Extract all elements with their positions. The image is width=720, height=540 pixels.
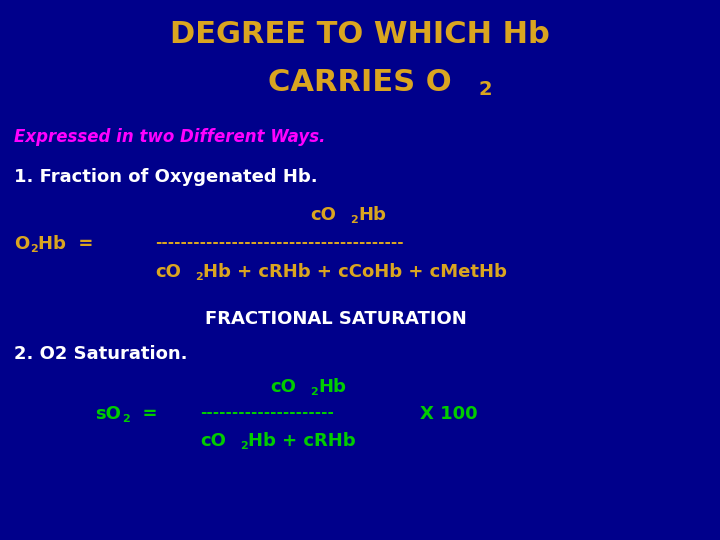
Text: 2: 2: [310, 387, 318, 397]
Text: 2. O2 Saturation.: 2. O2 Saturation.: [14, 345, 187, 363]
Text: X 100: X 100: [420, 405, 477, 423]
Text: Hb + cRHb + cCoHb + cMetHb: Hb + cRHb + cCoHb + cMetHb: [203, 263, 507, 281]
Text: 2: 2: [478, 80, 492, 99]
Text: CARRIES O: CARRIES O: [268, 68, 452, 97]
Text: ---------------------: ---------------------: [200, 405, 334, 420]
Text: 2: 2: [240, 441, 248, 451]
Text: =: =: [130, 405, 158, 423]
Text: cO: cO: [200, 432, 226, 450]
Text: Hb: Hb: [358, 206, 386, 224]
Text: sO: sO: [95, 405, 121, 423]
Text: cO: cO: [310, 206, 336, 224]
Text: 2: 2: [30, 244, 37, 254]
Text: cO: cO: [155, 263, 181, 281]
Text: 2: 2: [195, 272, 203, 282]
Text: 2: 2: [122, 414, 130, 424]
Text: DEGREE TO WHICH Hb: DEGREE TO WHICH Hb: [170, 20, 550, 49]
Text: FRACTIONAL SATURATION: FRACTIONAL SATURATION: [205, 310, 467, 328]
Text: 1. Fraction of Oxygenated Hb.: 1. Fraction of Oxygenated Hb.: [14, 168, 318, 186]
Text: ---------------------------------------: ---------------------------------------: [155, 235, 404, 250]
Text: Hb: Hb: [318, 378, 346, 396]
Text: Expressed in two Different Ways.: Expressed in two Different Ways.: [14, 128, 325, 146]
Text: 2: 2: [350, 215, 358, 225]
Text: Hb + cRHb: Hb + cRHb: [248, 432, 356, 450]
Text: O: O: [14, 235, 30, 253]
Text: Hb  =: Hb =: [38, 235, 94, 253]
Text: cO: cO: [270, 378, 296, 396]
